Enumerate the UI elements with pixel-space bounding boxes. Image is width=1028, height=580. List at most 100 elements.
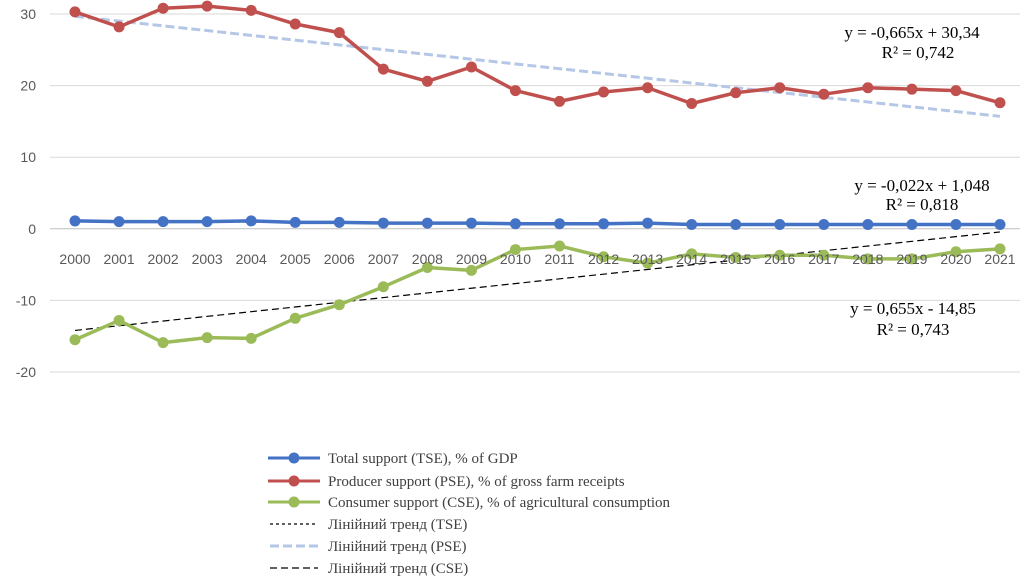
- x-tick-label: 2008: [412, 251, 443, 267]
- data-point: [950, 85, 962, 97]
- data-point: [333, 299, 345, 311]
- x-tick-label: 2012: [588, 251, 619, 267]
- legend: Total support (TSE), % of GDP Producer s…: [268, 451, 671, 577]
- data-point: [862, 253, 874, 265]
- series-lines: [69, 0, 1006, 349]
- data-point: [598, 86, 610, 98]
- data-point: [245, 4, 257, 16]
- data-point: [994, 219, 1006, 231]
- data-point: [642, 217, 654, 229]
- data-point: [465, 61, 477, 73]
- series-2: [69, 240, 1006, 349]
- y-tick-label: 0: [28, 221, 36, 237]
- data-point: [289, 18, 301, 30]
- data-point: [906, 219, 918, 231]
- data-point: [201, 0, 213, 12]
- data-point: [509, 218, 521, 230]
- data-point: [377, 63, 389, 75]
- legend-label-pse-trend: Лінійний тренд (PSE): [328, 539, 467, 555]
- data-point: [686, 219, 698, 231]
- trendline-1: [74, 14, 1001, 118]
- data-point: [421, 217, 433, 229]
- pse-trend-r2: R² = 0,742: [882, 43, 955, 62]
- legend-label-tse-trend: Лінійний тренд (TSE): [328, 517, 467, 533]
- cse-trend-equation: y = 0,655x - 14,85: [850, 299, 976, 318]
- data-point: [465, 264, 477, 276]
- data-point: [333, 27, 345, 39]
- series-0: [69, 215, 1006, 231]
- data-point: [201, 332, 213, 344]
- data-point: [774, 82, 786, 94]
- y-axis: 30 20 10 0 -10 -20: [16, 6, 36, 380]
- data-point: [113, 21, 125, 33]
- x-tick-label: 2013: [632, 251, 663, 267]
- series-line: [74, 244, 1001, 345]
- data-point: [818, 249, 830, 261]
- data-point: [377, 217, 389, 229]
- data-point: [642, 82, 654, 94]
- x-tick-label: 2019: [896, 251, 927, 267]
- tse-trend-equation: y = -0,022x + 1,048: [854, 176, 989, 195]
- x-axis: 2000 2001 2002 2003 2004 2005 2006 2007 2008 2009…: [59, 251, 1015, 267]
- data-point: [906, 83, 918, 95]
- data-point: [730, 219, 742, 231]
- x-tick-label: 2015: [720, 251, 751, 267]
- data-point: [686, 98, 698, 109]
- series-line: [74, 219, 1000, 227]
- legend-label-pse: Producer support (PSE), % of gross farm …: [328, 474, 625, 490]
- data-point: [69, 334, 81, 346]
- data-point: [113, 314, 125, 326]
- data-point: [950, 246, 962, 258]
- legend-marker-pse: [288, 475, 300, 487]
- data-point: [994, 97, 1006, 109]
- data-point: [509, 85, 521, 97]
- data-point: [598, 218, 610, 230]
- data-point: [333, 216, 345, 228]
- data-point: [509, 244, 521, 256]
- data-point: [69, 215, 81, 227]
- x-tick-label: 2002: [148, 251, 179, 267]
- y-tick-label: 10: [20, 149, 36, 165]
- legend-item-cse: Consumer support (CSE), % of agricultura…: [268, 495, 671, 511]
- x-tick-label: 2021: [984, 251, 1015, 267]
- data-point: [554, 218, 566, 230]
- x-tick-label: 2005: [280, 251, 311, 267]
- data-point: [686, 248, 698, 260]
- data-point: [642, 257, 654, 269]
- data-point: [245, 332, 257, 344]
- y-tick-label: 20: [20, 78, 36, 94]
- data-point: [818, 219, 830, 231]
- x-tick-label: 2004: [236, 251, 267, 267]
- legend-item-pse-trend: Лінійний тренд (PSE): [270, 539, 467, 555]
- x-tick-label: 2020: [940, 251, 971, 267]
- y-tick-label: -10: [16, 292, 36, 308]
- data-point: [69, 6, 81, 18]
- data-point: [554, 95, 566, 107]
- data-point: [730, 87, 742, 99]
- x-tick-label: 2018: [852, 251, 883, 267]
- data-point: [157, 337, 169, 349]
- y-tick-label: -20: [16, 364, 36, 380]
- data-point: [862, 219, 874, 231]
- data-point: [201, 216, 213, 228]
- data-point: [113, 216, 125, 228]
- legend-marker-cse: [288, 496, 300, 508]
- x-tick-label: 2000: [59, 251, 90, 267]
- data-point: [157, 2, 169, 14]
- x-tick-label: 2009: [456, 251, 487, 267]
- series-line: [74, 4, 1001, 106]
- x-tick-label: 2001: [103, 251, 134, 267]
- data-point: [862, 82, 874, 94]
- legend-item-tse-trend: Лінійний тренд (TSE): [270, 517, 467, 533]
- x-tick-label: 2003: [192, 251, 223, 267]
- legend-item-tse: Total support (TSE), % of GDP: [268, 451, 518, 467]
- data-point: [818, 88, 830, 100]
- legend-label-cse-trend: Лінійний тренд (CSE): [328, 561, 468, 577]
- cse-trend-r2: R² = 0,743: [877, 320, 950, 339]
- data-point: [465, 217, 477, 229]
- data-point: [730, 251, 742, 263]
- data-point: [774, 249, 786, 261]
- x-tick-label: 2007: [368, 251, 399, 267]
- legend-label-cse: Consumer support (CSE), % of agricultura…: [328, 495, 671, 511]
- y-tick-label: 30: [20, 6, 36, 22]
